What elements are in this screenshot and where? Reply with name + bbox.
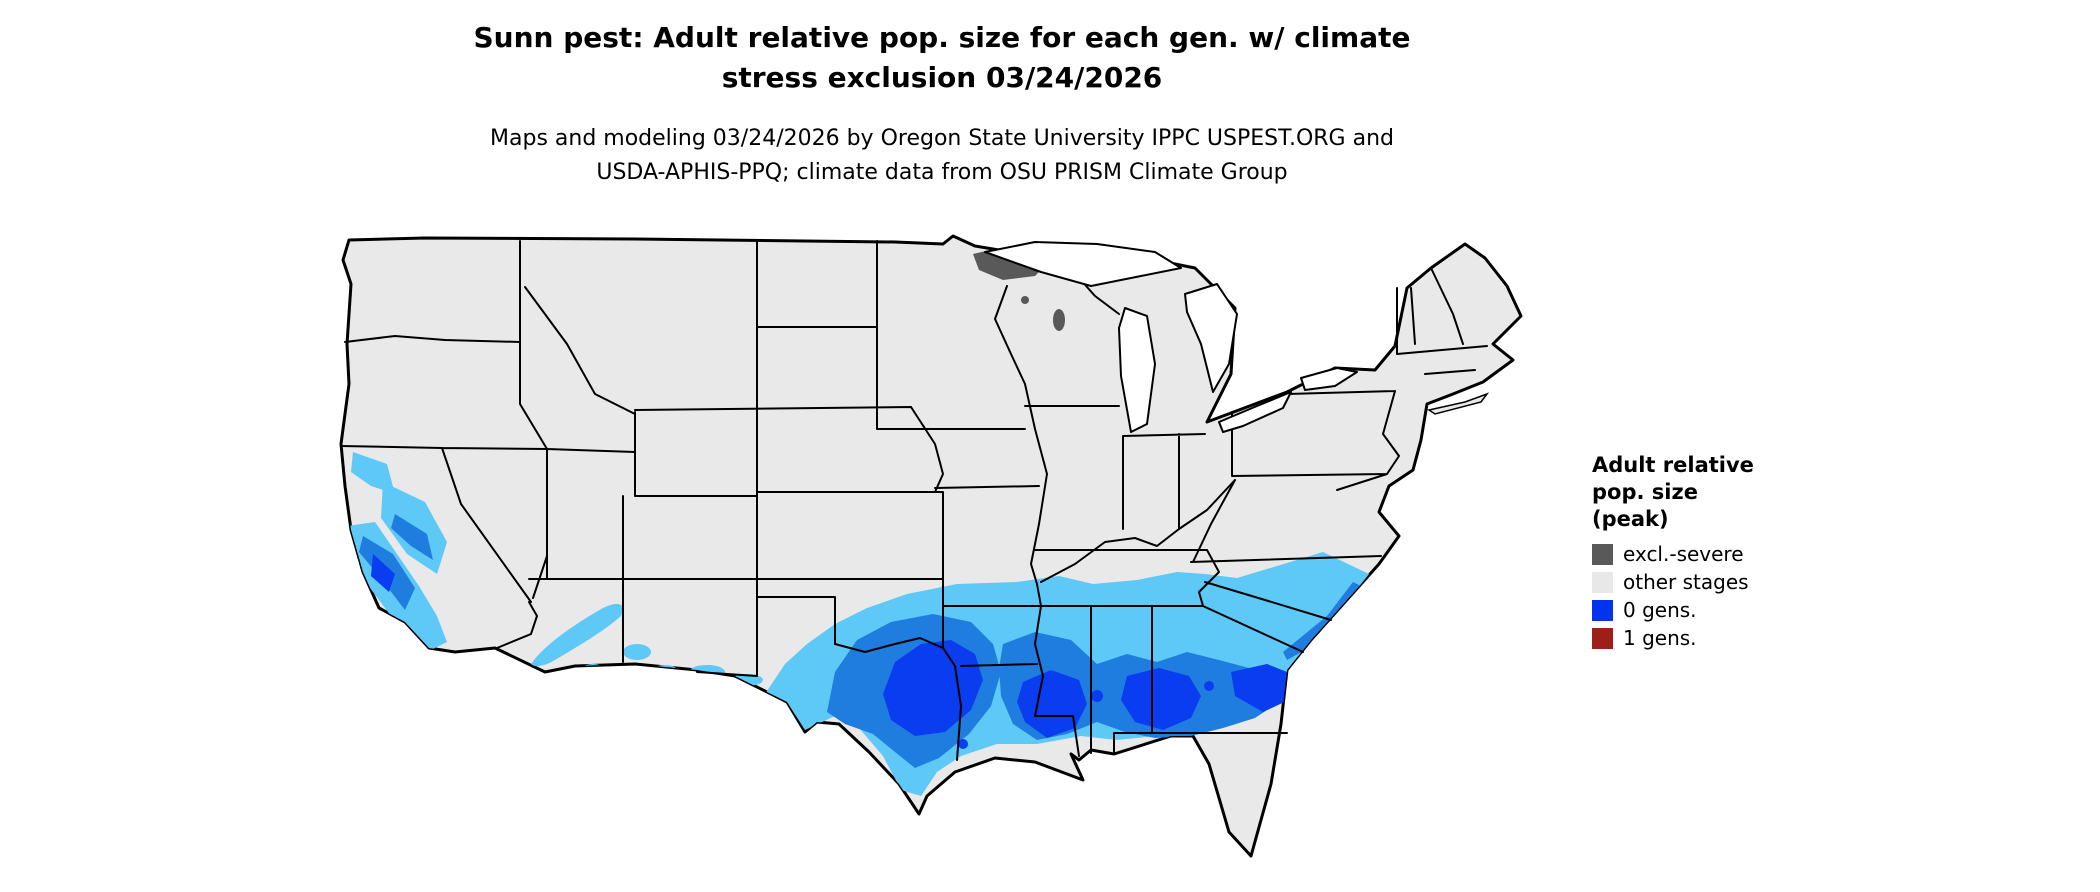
legend-title: Adult relative pop. size (peak) — [1592, 452, 1892, 533]
legend-swatch-1-gens — [1592, 627, 1613, 649]
long-island — [1427, 392, 1490, 415]
lake-ontario — [1300, 367, 1358, 391]
legend-title-line-1: Adult relative — [1592, 453, 1754, 477]
legend-swatch-other-stages — [1592, 571, 1613, 593]
title-line-1: Sunn pest: Adult relative pop. size for … — [473, 21, 1411, 54]
page-title: Sunn pest: Adult relative pop. size for … — [0, 18, 1884, 98]
legend-label-excl-severe: excl.-severe — [1623, 542, 1744, 566]
legend-item-other-stages: other stages — [1592, 571, 1892, 593]
lake-erie — [1218, 391, 1292, 433]
legend-item-1-gens: 1 gens. — [1592, 627, 1892, 649]
us-map — [335, 224, 1553, 878]
gen0-region-deep — [371, 554, 1297, 749]
legend-label-1-gens: 1 gens. — [1623, 626, 1697, 650]
legend-swatch-excl-severe — [1592, 543, 1613, 565]
us-map-svg — [339, 234, 1523, 858]
legend-swatch-0-gens — [1592, 599, 1613, 621]
subtitle-line-2: USDA-APHIS-PPQ; climate data from OSU PR… — [596, 160, 1288, 185]
legend-label-0-gens: 0 gens. — [1623, 598, 1697, 622]
subtitle-line-1: Maps and modeling 03/24/2026 by Oregon S… — [490, 126, 1394, 151]
lake-superior — [984, 241, 1182, 287]
legend-label-other-stages: other stages — [1623, 570, 1749, 594]
legend-title-line-3: (peak) — [1592, 507, 1669, 531]
page-subtitle: Maps and modeling 03/24/2026 by Oregon S… — [0, 122, 1884, 190]
title-line-2: stress exclusion 03/24/2026 — [721, 61, 1163, 94]
lake-huron — [1184, 283, 1238, 393]
legend-item-excl-severe: excl.-severe — [1592, 543, 1892, 565]
lake-michigan — [1118, 307, 1156, 433]
great-lakes — [984, 241, 1358, 433]
state-borders — [340, 240, 1488, 761]
legend-items: excl.-severe other stages 0 gens. 1 gens… — [1592, 543, 1892, 649]
gen0-region-light-arizona — [531, 603, 623, 667]
legend-item-0-gens: 0 gens. — [1592, 599, 1892, 621]
legend-title-line-2: pop. size — [1592, 480, 1698, 504]
map-legend: Adult relative pop. size (peak) excl.-se… — [1592, 452, 1892, 655]
